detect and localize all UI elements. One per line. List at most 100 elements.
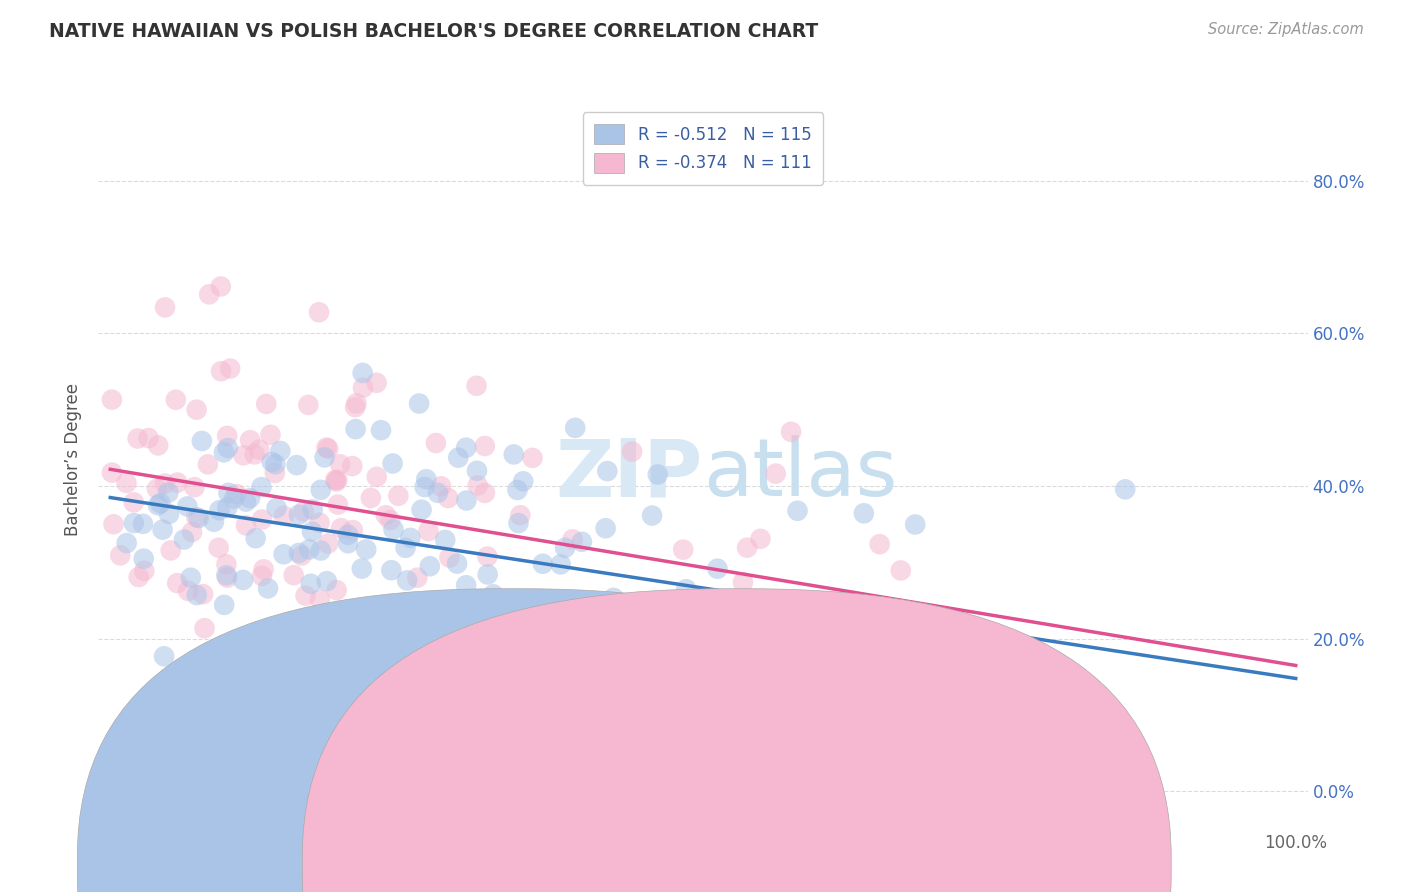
Point	[512, 475, 534, 489]
Point	[426, 485, 449, 500]
Point	[260, 455, 283, 469]
Point	[806, 597, 828, 611]
Point	[735, 541, 758, 555]
Point	[308, 516, 330, 530]
Point	[186, 402, 208, 417]
Point	[408, 396, 430, 410]
Point	[183, 480, 205, 494]
Point	[352, 366, 374, 380]
Point	[273, 547, 295, 561]
Point	[235, 494, 257, 508]
Point	[316, 536, 339, 550]
Point	[502, 447, 524, 461]
Point	[153, 476, 176, 491]
Point	[554, 541, 576, 555]
Point	[254, 397, 277, 411]
Point	[342, 459, 364, 474]
Point	[211, 676, 233, 690]
Point	[330, 521, 353, 535]
Point	[202, 515, 225, 529]
Point	[157, 485, 180, 500]
Point	[508, 516, 530, 530]
Point	[329, 457, 352, 471]
Point	[346, 396, 368, 410]
Point	[456, 578, 478, 592]
Point	[157, 507, 180, 521]
Point	[209, 364, 232, 378]
Point	[496, 604, 519, 618]
Point	[641, 508, 664, 523]
Point	[308, 305, 330, 319]
Point	[425, 436, 447, 450]
Point	[1114, 483, 1136, 497]
Point	[482, 587, 505, 601]
Point	[266, 500, 288, 515]
Point	[217, 486, 239, 500]
Point	[101, 466, 124, 480]
Point	[225, 487, 247, 501]
Point	[337, 536, 360, 550]
Y-axis label: Bachelor’s Degree: Bachelor’s Degree	[65, 383, 83, 536]
Text: ZIP: ZIP	[555, 435, 703, 513]
Point	[344, 422, 367, 436]
Point	[378, 682, 401, 697]
Point	[315, 441, 337, 455]
Point	[477, 567, 499, 582]
Point	[550, 558, 572, 572]
Point	[596, 464, 619, 478]
Point	[253, 562, 276, 576]
Point	[661, 633, 683, 648]
Point	[380, 563, 402, 577]
Point	[173, 533, 195, 547]
Point	[197, 458, 219, 472]
Point	[467, 478, 489, 492]
Text: Source: ZipAtlas.com: Source: ZipAtlas.com	[1208, 22, 1364, 37]
Text: Native Hawaiians: Native Hawaiians	[519, 855, 662, 872]
Point	[389, 607, 412, 622]
Point	[101, 392, 124, 407]
Point	[208, 503, 231, 517]
Point	[354, 542, 377, 557]
Point	[387, 489, 409, 503]
Point	[868, 739, 890, 754]
Point	[506, 483, 529, 497]
Point	[548, 634, 571, 648]
Point	[232, 573, 254, 587]
Point	[776, 615, 799, 629]
Point	[215, 568, 238, 582]
Point	[342, 523, 364, 537]
Point	[314, 450, 336, 465]
Point	[264, 457, 287, 471]
Point	[465, 379, 488, 393]
Point	[326, 473, 349, 487]
Point	[474, 439, 496, 453]
Point	[890, 563, 912, 577]
Point	[239, 491, 262, 505]
Point	[564, 421, 586, 435]
Point	[212, 598, 235, 612]
Point	[366, 470, 388, 484]
Point	[159, 543, 181, 558]
Point	[350, 561, 373, 575]
Point	[309, 616, 332, 631]
Point	[430, 479, 453, 493]
Point	[731, 575, 754, 590]
Point	[352, 381, 374, 395]
Point	[176, 500, 198, 514]
Point	[456, 493, 478, 508]
Point	[456, 441, 478, 455]
Point	[446, 557, 468, 571]
Point	[360, 491, 382, 505]
Point	[323, 473, 346, 487]
Text: Poles: Poles	[794, 855, 837, 872]
Point	[228, 679, 250, 693]
Point	[294, 589, 316, 603]
Point	[299, 576, 322, 591]
Point	[193, 621, 215, 635]
Point	[146, 482, 169, 496]
Point	[316, 442, 339, 456]
Point	[675, 582, 697, 597]
Point	[530, 599, 553, 613]
Point	[474, 486, 496, 500]
Point	[571, 534, 593, 549]
